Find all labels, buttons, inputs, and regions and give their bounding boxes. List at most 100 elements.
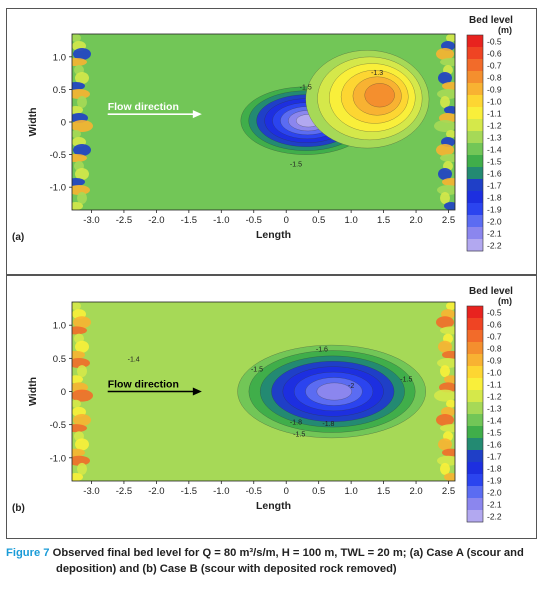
edge-roughness	[438, 438, 452, 451]
colorbar-swatch	[467, 354, 483, 367]
edge-roughness	[446, 302, 455, 310]
edge-roughness	[72, 58, 87, 66]
contour-label: -1.3	[371, 70, 383, 77]
edge-roughness	[75, 72, 89, 84]
x-tick-label: -3.0	[83, 486, 99, 497]
edge-roughness	[72, 302, 81, 310]
colorbar-swatch	[467, 366, 483, 379]
colorbar-swatch	[467, 131, 483, 144]
colorbar-swatch	[467, 486, 483, 499]
y-tick-label: 1.0	[53, 52, 66, 63]
colorbar-level-label: -0.6	[487, 320, 502, 330]
y-tick-label: -0.5	[50, 150, 66, 161]
flow-arrow-head	[192, 387, 202, 396]
y-tick-label: -1.0	[50, 183, 66, 194]
colorbar-level-label: -1.0	[487, 368, 502, 378]
colorbar-swatch	[467, 191, 483, 204]
edge-roughness	[438, 340, 452, 353]
edge-roughness	[442, 178, 455, 186]
edge-roughness	[434, 389, 455, 402]
y-axis-label: Width	[27, 377, 39, 406]
figure-caption: Figure 7 Observed final bed level for Q …	[6, 545, 538, 577]
edge-roughness	[436, 48, 454, 60]
x-tick-label: 0	[284, 486, 289, 497]
colorbar-swatch	[467, 438, 483, 451]
colorbar-swatch	[467, 35, 483, 48]
colorbar-level-label: -1.3	[487, 133, 502, 143]
edge-roughness	[72, 185, 90, 195]
colorbar-level-label: -1.1	[487, 109, 502, 119]
edge-roughness	[72, 34, 81, 42]
panel-b: -1.4 -1.5 -1.6 -2 -1.8 -1.8 -1.5 -1.5 Flow direc…	[6, 275, 537, 539]
edge-roughness	[72, 399, 81, 408]
edge-roughness	[437, 89, 455, 99]
contour-label: -1.5	[293, 432, 305, 439]
x-tick-label: 1.5	[377, 215, 390, 226]
edge-roughness	[440, 365, 450, 378]
caption-label: Figure 7	[6, 547, 50, 559]
edge-roughness	[72, 375, 83, 384]
edge-roughness	[446, 399, 455, 408]
edge-roughness	[444, 375, 455, 384]
colorbar-swatch	[467, 330, 483, 343]
x-tick-label: -0.5	[246, 215, 262, 226]
colorbar-swatch	[467, 402, 483, 415]
edge-roughness	[73, 316, 91, 329]
colorbar-swatch	[467, 47, 483, 60]
y-tick-label: -1.0	[50, 453, 66, 464]
edge-roughness	[75, 168, 89, 180]
colorbar-swatch	[467, 95, 483, 108]
edge-roughness	[440, 462, 450, 475]
bed-level-field	[72, 34, 455, 210]
contour-label: -1.5	[300, 84, 312, 91]
edge-roughness	[72, 89, 90, 99]
edge-roughness	[72, 448, 85, 457]
colorbar-swatch	[467, 378, 483, 391]
y-tick-label: 1.0	[53, 321, 66, 332]
colorbar-swatch	[467, 179, 483, 192]
edge-roughness	[442, 82, 455, 90]
x-tick-label: 1.0	[345, 486, 358, 497]
edge-roughness	[72, 120, 93, 132]
x-tick-label: 2.5	[442, 215, 455, 226]
colorbar-swatch	[467, 510, 483, 523]
edge-roughness	[77, 96, 87, 108]
colorbar-level-label: -2.1	[487, 229, 502, 239]
contour-label: -1.5	[290, 161, 302, 168]
contour-label: -1.5	[400, 377, 412, 384]
colorbar-swatch	[467, 239, 483, 252]
edge-roughness	[77, 192, 87, 204]
edge-roughness	[440, 424, 455, 433]
colorbar-swatch	[467, 215, 483, 228]
edge-roughness	[440, 96, 450, 108]
x-tick-label: -0.5	[246, 486, 262, 497]
colorbar-level-label: -0.6	[487, 49, 502, 59]
flow-direction-label: Flow direction	[108, 101, 179, 113]
colorbar-level-label: -1.8	[487, 193, 502, 203]
colorbar-level-label: -1.6	[487, 169, 502, 179]
x-tick-label: -1.0	[213, 486, 229, 497]
edge-roughness	[436, 414, 454, 426]
colorbar-swatch	[467, 227, 483, 240]
y-tick-label: 0.5	[53, 354, 66, 365]
colorbar-level-label: -1.7	[487, 452, 502, 462]
edge-roughness	[440, 326, 455, 335]
colorbar-level-label: -0.9	[487, 356, 502, 366]
x-tick-label: -2.5	[116, 486, 132, 497]
contour-label: -1.8	[322, 421, 334, 428]
colorbar-swatch	[467, 462, 483, 475]
edge-roughness	[442, 448, 455, 457]
colorbar-level-label: -1.5	[487, 157, 502, 167]
contour-label: -1.6	[316, 347, 328, 354]
colorbar-level-label: -1.2	[487, 392, 502, 402]
edge-roughness	[75, 340, 89, 353]
colorbar-level-label: -0.7	[487, 332, 502, 342]
x-tick-label: 2.0	[409, 486, 422, 497]
edge-roughness	[72, 455, 90, 466]
edge-roughness	[440, 154, 455, 162]
colorbar-unit: (m)	[498, 25, 512, 35]
contour-label: -1.5	[251, 367, 263, 374]
colorbar-level-label: -1.8	[487, 464, 502, 474]
edge-roughness	[72, 389, 93, 402]
